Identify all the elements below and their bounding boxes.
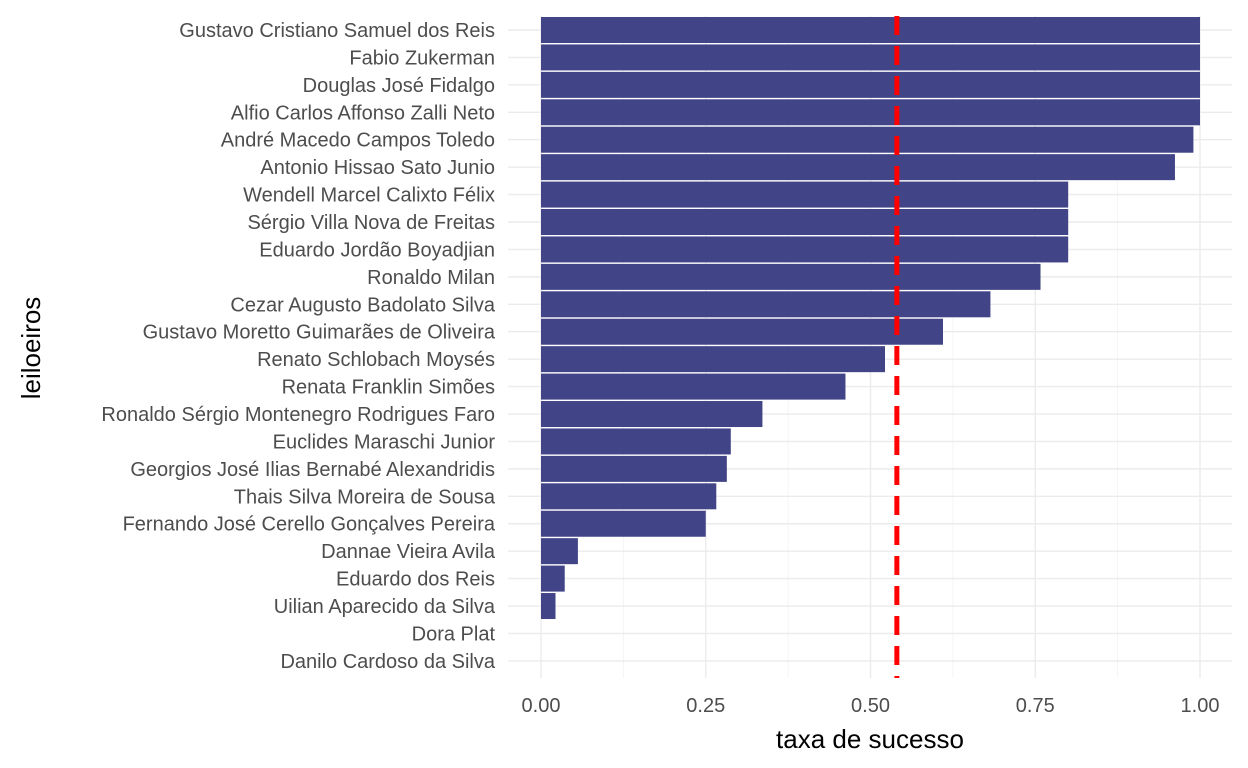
bar [541, 99, 1200, 126]
bar [541, 236, 1069, 263]
x-tick-label: 0.25 [686, 695, 725, 717]
bar [541, 126, 1194, 153]
bar [541, 538, 578, 565]
y-tick-label: Gustavo Cristiano Samuel dos Reis [179, 20, 495, 42]
y-tick-label: Alfio Carlos Affonso Zalli Neto [231, 102, 495, 124]
y-tick-label: Dannae Vieira Avila [321, 541, 496, 563]
y-tick-label: Renato Schlobach Moysés [257, 349, 495, 371]
bar [541, 17, 1200, 43]
y-tick-label: Gustavo Moretto Guimarães de Oliveira [143, 322, 496, 344]
bar [541, 428, 731, 455]
bar [541, 154, 1175, 181]
bar [541, 510, 706, 537]
y-tick-label: Sérgio Villa Nova de Freitas [247, 212, 495, 234]
y-tick-label: Cezar Augusto Badolato Silva [230, 294, 495, 316]
x-tick-label: 0.00 [522, 695, 561, 717]
y-tick-label: Dora Plat [412, 623, 496, 645]
bar [541, 71, 1200, 98]
x-tick-label: 1.00 [1181, 695, 1220, 717]
bar [541, 44, 1200, 71]
y-tick-label: Thais Silva Moreira de Sousa [234, 486, 496, 508]
y-tick-label: Fernando José Cerello Gonçalves Pereira [123, 514, 496, 536]
y-tick-label: Renata Franklin Simões [282, 377, 495, 399]
y-tick-label: André Macedo Campos Toledo [221, 130, 495, 152]
y-tick-label: Antonio Hissao Sato Junio [260, 157, 495, 179]
y-tick-label: Eduardo dos Reis [336, 569, 495, 591]
bar [541, 291, 991, 318]
y-tick-label: Euclides Maraschi Junior [273, 431, 496, 453]
bar [541, 373, 846, 400]
bar [541, 318, 943, 345]
x-tick-label: 0.75 [1016, 695, 1055, 717]
x-tick-labels: 0.00 0.25 0.50 0.75 1.00 [522, 695, 1220, 717]
bar [541, 565, 565, 592]
bar [541, 401, 763, 428]
y-tick-label: Ronaldo Sérgio Montenegro Rodrigues Faro [101, 404, 495, 426]
y-tick-label: Douglas José Fidalgo [303, 75, 495, 97]
y-axis-title: leiloeiros [16, 297, 46, 400]
bar [541, 593, 556, 620]
bar [541, 483, 717, 510]
y-tick-label: Ronaldo Milan [367, 267, 495, 289]
bar [541, 346, 885, 373]
x-axis-title: taxa de sucesso [776, 724, 964, 754]
bar [541, 455, 727, 482]
bar [541, 181, 1069, 208]
bars [541, 17, 1200, 620]
y-tick-label: Wendell Marcel Calixto Félix [243, 185, 495, 207]
y-tick-label: Georgios José Ilias Bernabé Alexandridis [130, 459, 495, 481]
bar [541, 263, 1041, 290]
y-tick-labels: Gustavo Cristiano Samuel dos Reis Fabio Z… [101, 20, 495, 673]
y-tick-label: Uilian Aparecido da Silva [274, 596, 496, 618]
y-tick-label: Fabio Zukerman [349, 47, 495, 69]
x-tick-label: 0.50 [851, 695, 890, 717]
y-tick-label: Danilo Cardoso da Silva [280, 651, 495, 673]
bar [541, 209, 1069, 236]
y-tick-label: Eduardo Jordão Boyadjian [259, 239, 495, 261]
